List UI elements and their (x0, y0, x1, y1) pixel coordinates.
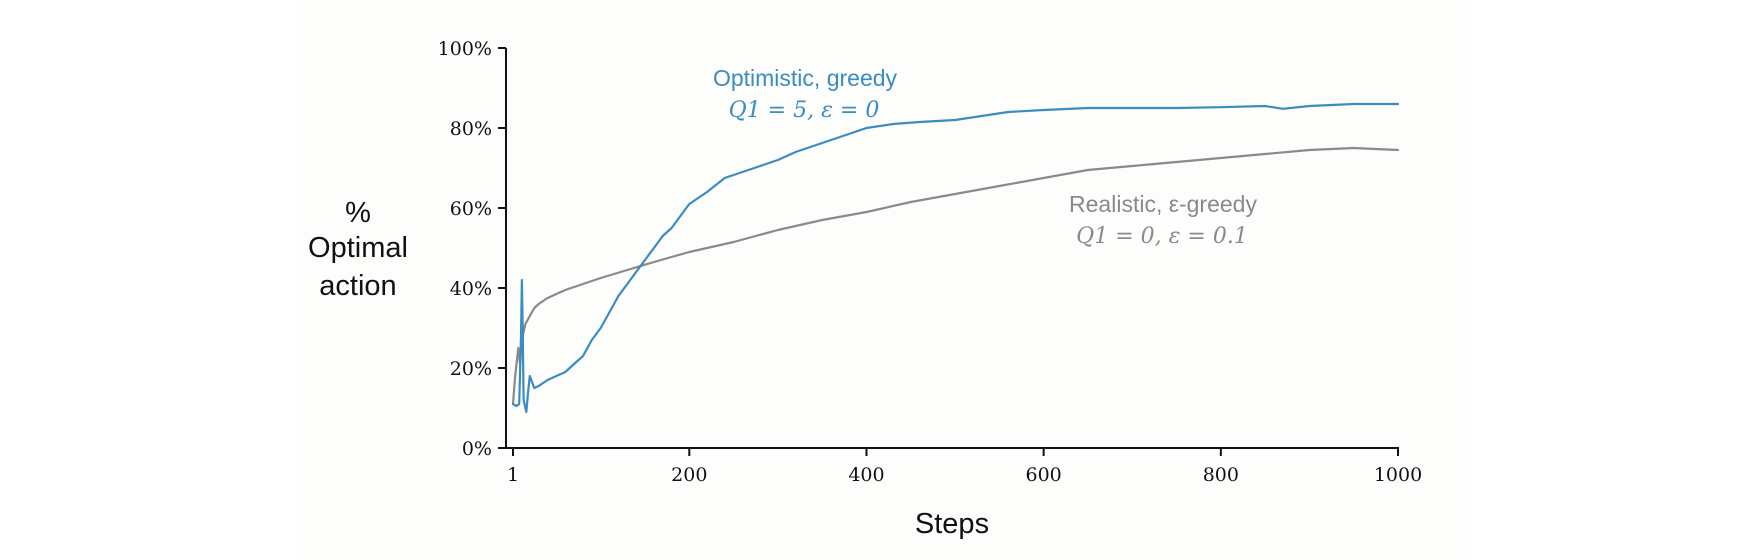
x-tick-label: 1000 (1374, 464, 1422, 486)
series-layer (511, 102, 1400, 414)
plot-background (296, 0, 1471, 560)
x-axis-title: Steps (915, 508, 989, 540)
y-tick-label: 40% (450, 278, 492, 300)
annotation-optimistic-params: Q1 = 5, ε = 0 (729, 98, 880, 123)
y-tick-label: 80% (450, 118, 492, 140)
x-tick-label: 1 (507, 464, 519, 486)
y-axis-title-line-3: action (319, 270, 396, 302)
y-axis-title-line-1: % (345, 197, 371, 229)
x-tick-label: 600 (1026, 464, 1062, 486)
annotation-optimistic-name: Optimistic, greedy (713, 65, 898, 91)
y-tick-label: 20% (450, 358, 492, 380)
tick-layer: 0% 20% 40% 60% 80% 100% 1 200 400 600 800 1000 (438, 38, 1423, 486)
y-tick-label: 60% (450, 198, 492, 220)
series-optimistic-line (511, 102, 1400, 414)
y-axis-title-line-2: Optimal (308, 232, 408, 264)
x-tick-label: 800 (1203, 464, 1239, 486)
annotation-realistic-name: Realistic, ε-greedy (1069, 191, 1257, 217)
series-realistic-line (511, 146, 1400, 406)
x-tick-label: 200 (671, 464, 707, 486)
y-tick-label: 100% (438, 38, 492, 60)
x-tick-label: 400 (848, 464, 884, 486)
y-tick-label: 0% (462, 438, 492, 460)
axis-layer (505, 48, 1399, 449)
annotation-realistic-params: Q1 = 0, ε = 0.1 (1076, 224, 1248, 249)
